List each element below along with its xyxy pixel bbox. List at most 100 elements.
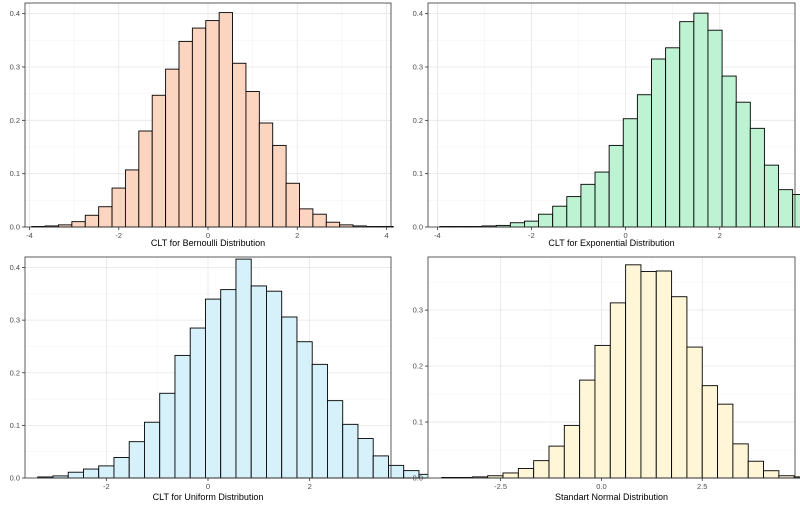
histogram-bar xyxy=(622,118,638,228)
histogram-bar xyxy=(266,290,283,479)
histogram-bar xyxy=(686,346,703,479)
histogram-bar xyxy=(138,130,153,228)
panel-4: -2.5 0.0 2.5 0.0 0.1 0.2 0.3 Standart Normal Di… xyxy=(413,256,800,502)
y-tick-label: 0.2 xyxy=(10,368,20,377)
histogram-bar xyxy=(71,221,86,228)
histogram-bar xyxy=(693,12,709,228)
histogram-bar xyxy=(245,91,260,228)
histogram-bar xyxy=(651,58,667,228)
histogram-bar xyxy=(563,424,581,479)
histogram-bar xyxy=(524,220,540,228)
x-tick-label: 2 xyxy=(718,231,722,240)
histogram-bar xyxy=(272,144,287,228)
y-tick-label: 0.0 xyxy=(413,223,423,232)
x-tick-label: 0 xyxy=(206,231,210,240)
histogram-bar xyxy=(299,208,314,228)
x-tick-label: 4 xyxy=(384,231,388,240)
histogram-bar xyxy=(220,289,237,479)
panel-2: -4 -2 0 2 0.0 0.1 0.2 0.3 0.4 CLT for Exponential… xyxy=(413,2,800,248)
histogram-bar xyxy=(707,29,723,228)
histogram-bar xyxy=(580,183,596,228)
x-tick-label: -2.5 xyxy=(494,482,507,491)
histogram-bar xyxy=(665,47,681,228)
y-tick-label: 0.4 xyxy=(10,263,20,272)
histogram-bar xyxy=(312,213,327,228)
x-tick-label: -2 xyxy=(528,231,535,240)
histogram-bar xyxy=(594,171,610,228)
histogram-bar xyxy=(594,344,611,479)
histogram-bar xyxy=(636,94,652,228)
histogram-bar xyxy=(98,465,115,479)
histogram-bar xyxy=(205,20,220,228)
y-tick-label: 0.2 xyxy=(10,116,20,125)
histogram-bar xyxy=(165,68,180,228)
histogram-bar xyxy=(372,455,389,479)
histogram-bar xyxy=(517,468,535,479)
histogram-bar xyxy=(159,392,176,479)
panel-border xyxy=(427,2,796,228)
histogram-bar xyxy=(189,327,206,479)
histogram-bar xyxy=(174,354,191,479)
histogram-bar xyxy=(113,457,130,479)
histogram-bar xyxy=(357,438,374,479)
x-axis-title: Standart Normal Distribution xyxy=(555,492,668,501)
histogram-bar xyxy=(311,363,328,479)
x-tick-label: 2 xyxy=(295,231,299,240)
histogram-bar xyxy=(191,27,207,228)
histogram-bar xyxy=(502,472,519,479)
histogram-bar xyxy=(608,144,624,228)
histogram-bar xyxy=(548,445,565,479)
histogram-bar xyxy=(151,94,167,228)
y-tick-label: 0.0 xyxy=(10,223,20,232)
y-tick-label: 0.3 xyxy=(413,63,423,72)
histogram-bar xyxy=(250,285,267,479)
histogram-bar xyxy=(552,205,568,228)
histogram-bar xyxy=(258,122,274,228)
histogram-bar xyxy=(763,164,779,228)
x-axis-title: CLT for Uniform Distribution xyxy=(153,492,264,501)
x-tick-label: 0 xyxy=(206,482,210,491)
y-tick-label: 0.4 xyxy=(10,9,20,18)
y-tick-label: 0.0 xyxy=(413,474,423,483)
histogram-bar xyxy=(763,470,780,479)
histogram-bar xyxy=(325,221,341,228)
histogram-bar xyxy=(679,21,695,228)
histogram-bar xyxy=(579,379,596,479)
histogram-bar xyxy=(327,400,344,479)
histogram-bar xyxy=(792,194,800,228)
histogram-bar xyxy=(749,127,765,228)
y-tick-label: 0.3 xyxy=(10,316,20,325)
panel-3: -2 0 2 0.0 0.1 0.2 0.3 0.4 CLT for Uniform Distr… xyxy=(10,256,466,502)
histogram-bar xyxy=(533,460,550,479)
x-axis-title: CLT for Bernoulli Distribution xyxy=(151,238,265,248)
y-tick-label: 0.4 xyxy=(413,9,423,18)
x-tick-label: -4 xyxy=(26,231,33,240)
histogram-bar xyxy=(625,264,642,479)
histogram-bar xyxy=(747,460,764,479)
histogram-bar xyxy=(732,443,749,479)
histogram-bar xyxy=(566,196,582,228)
histogram-bar xyxy=(721,75,737,228)
y-tick-label: 0.2 xyxy=(413,116,423,125)
histogram-bar xyxy=(342,423,359,479)
x-tick-label: 2.5 xyxy=(697,482,707,491)
histogram-bar xyxy=(218,12,234,228)
histogram-bar xyxy=(128,441,145,479)
y-tick-label: 0.3 xyxy=(10,63,20,72)
histogram-bar xyxy=(98,206,113,228)
histogram-bar xyxy=(717,403,734,479)
y-tick-label: 0.0 xyxy=(10,474,20,483)
x-axis-title: CLT for Exponential Distribution xyxy=(548,238,674,248)
histogram-bar xyxy=(640,271,657,479)
histogram-bar xyxy=(609,302,627,479)
x-tick-label: 0 xyxy=(624,231,628,240)
y-tick-label: 0.1 xyxy=(10,421,20,430)
histogram-bar xyxy=(793,476,800,479)
panel-1: -4 -2 0 2 4 0.0 0.1 0.2 0.3 0.4 CLT for Bernoulli … xyxy=(10,2,394,248)
histogram-bar xyxy=(205,298,222,479)
histogram-bar xyxy=(124,169,140,228)
histogram-bar xyxy=(285,182,300,228)
y-tick-label: 0.3 xyxy=(413,306,423,315)
